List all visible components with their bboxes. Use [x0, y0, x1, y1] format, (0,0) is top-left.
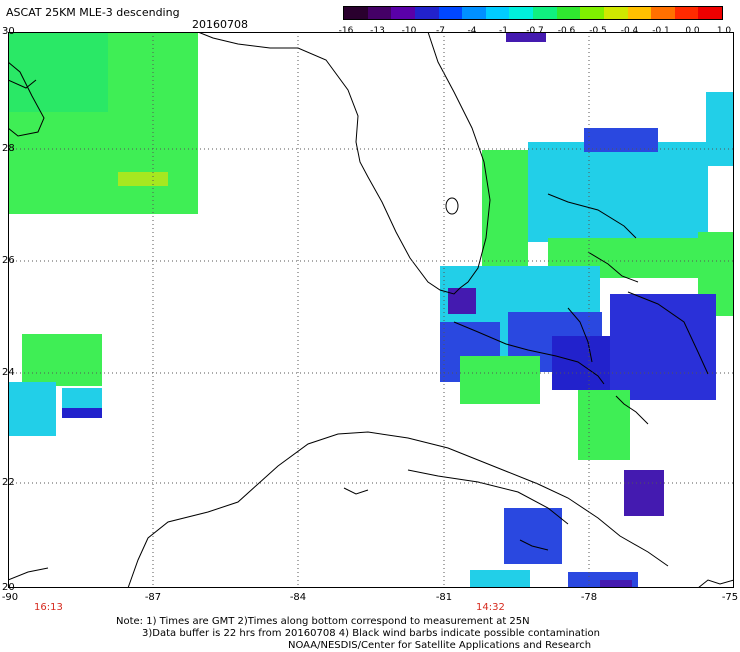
color-bar — [343, 6, 723, 20]
coastline — [8, 32, 734, 588]
product-date: 20160708 — [192, 18, 248, 31]
color-bar-segment — [674, 7, 699, 19]
ascat-swath-atlantic — [440, 32, 734, 588]
lat-label: 30 — [2, 26, 15, 37]
color-bar-segment — [485, 7, 510, 19]
pass-time-east: 14:32 — [476, 602, 505, 613]
pass-time-west: 16:13 — [34, 602, 63, 613]
color-bar-segment — [509, 7, 533, 19]
color-bar-segment — [344, 7, 368, 19]
color-bar-segment — [698, 7, 722, 19]
lon-label: -75 — [721, 592, 739, 603]
footnote: Note: 1) Times are GMT 2)Times along bot… — [116, 616, 600, 652]
color-bar-tick: -0.4 — [620, 26, 639, 36]
color-bar-tick: -1 — [499, 26, 508, 36]
color-bar-tick: -16 — [338, 26, 354, 36]
color-bar-segment — [438, 7, 463, 19]
color-bar-tick: 1.0 — [716, 26, 732, 36]
lat-label: 20 — [2, 582, 15, 593]
color-bar-segment — [651, 7, 675, 19]
color-bar-segment — [462, 7, 486, 19]
map-frame — [8, 32, 734, 588]
color-bar-tick: -0.1 — [652, 26, 670, 36]
color-bar-segment — [391, 7, 415, 19]
color-bar-tick: -13 — [370, 26, 385, 36]
color-bar-segment — [580, 7, 604, 19]
lat-label: 26 — [2, 255, 15, 266]
lat-label: 24 — [2, 367, 15, 378]
color-bar-tick: -0.5 — [589, 26, 607, 36]
ascat-swath-gulf — [8, 32, 198, 436]
wind-map — [8, 32, 734, 588]
footnote-line-1: Note: 1) Times are GMT 2)Times along bot… — [116, 616, 530, 627]
footnote-line-3: NOAA/NESDIS/Center for Satellite Applica… — [288, 640, 592, 651]
color-bar-tick: -10 — [401, 26, 417, 36]
color-bar-segment — [627, 7, 652, 19]
color-bar-tick: -0.7 — [526, 26, 544, 36]
color-bar-segment — [533, 7, 557, 19]
color-bar-segment — [603, 7, 628, 19]
product-title: ASCAT 25KM MLE-3 descending — [6, 6, 180, 19]
color-bar-segment — [556, 7, 581, 19]
lon-label: -78 — [580, 592, 598, 603]
lon-label: -90 — [1, 592, 19, 603]
color-bar-tick: -0.6 — [557, 26, 576, 36]
color-bar-tick: 0.0 — [685, 26, 700, 36]
color-bar-tick: -7 — [436, 26, 445, 36]
color-bar-segment — [367, 7, 392, 19]
color-bar-segment — [414, 7, 439, 19]
color-bar-tick: -4 — [467, 26, 477, 36]
lon-label: -87 — [144, 592, 162, 603]
lat-lon-grid — [8, 32, 734, 588]
lon-label: -81 — [435, 592, 453, 603]
footnote-line-2: 3)Data buffer is 22 hrs from 20160708 4)… — [142, 628, 600, 639]
lon-label: -84 — [289, 592, 307, 603]
lat-label: 22 — [2, 477, 15, 488]
color-bar-ticks: -16 -13 -10 -7 -4 -1 -0.7 -0.6 -0.5 -0.4 -0.1 0.0 1.… — [338, 26, 732, 38]
lat-label: 28 — [2, 143, 15, 154]
